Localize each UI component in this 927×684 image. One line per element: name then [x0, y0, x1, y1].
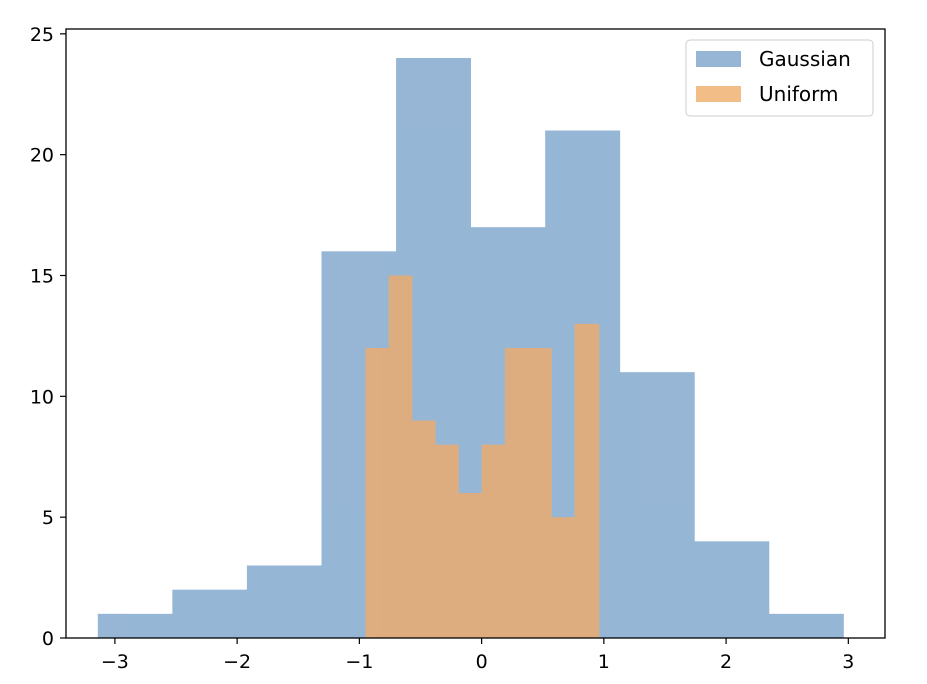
- legend-label-uniform: Uniform: [759, 82, 839, 106]
- y-tick-label: 25: [30, 24, 54, 46]
- bar-uniform-9: [574, 323, 600, 638]
- plot-frame: [65, 28, 886, 639]
- bar-uniform-3: [435, 444, 459, 638]
- x-tick-label: −1: [345, 651, 373, 673]
- bar-gaussian-2: [246, 565, 322, 638]
- bar-uniform-2: [411, 420, 436, 638]
- legend-label-gaussian: Gaussian: [759, 47, 851, 71]
- y-tick-label: 10: [30, 386, 54, 408]
- series-uniform: [365, 275, 600, 638]
- bar-uniform-4: [458, 493, 483, 638]
- x-tick-label: −3: [101, 651, 129, 673]
- bar-uniform-6: [504, 348, 529, 638]
- legend-swatch-gaussian: [696, 51, 741, 67]
- axes-layer: −3 −2 −1 0 1 2 3 0 5 10 15 20 25: [30, 24, 855, 673]
- bar-gaussian-7: [619, 372, 695, 638]
- bar-uniform-7: [528, 348, 552, 638]
- y-tick-label: 5: [42, 507, 54, 529]
- y-tick-label: 15: [30, 266, 54, 288]
- x-tick-label: 0: [476, 651, 488, 673]
- legend: Gaussian Uniform: [685, 39, 874, 117]
- bar-gaussian-9: [768, 613, 844, 638]
- x-tick-label: −2: [223, 651, 251, 673]
- bar-uniform-8: [551, 517, 575, 638]
- legend-swatch-uniform: [696, 86, 741, 102]
- bars-layer: [97, 58, 844, 639]
- bar-gaussian-8: [694, 541, 770, 638]
- y-tick-label: 0: [42, 628, 54, 650]
- x-tick-label: 2: [720, 651, 732, 673]
- x-tick-label: 1: [598, 651, 610, 673]
- bar-uniform-5: [481, 444, 506, 638]
- bar-uniform-1: [388, 275, 413, 638]
- bar-uniform-0: [365, 348, 390, 638]
- y-tick-label: 20: [30, 145, 54, 167]
- x-tick-label: 3: [842, 651, 854, 673]
- bar-gaussian-0: [97, 613, 173, 638]
- bar-gaussian-1: [172, 589, 248, 638]
